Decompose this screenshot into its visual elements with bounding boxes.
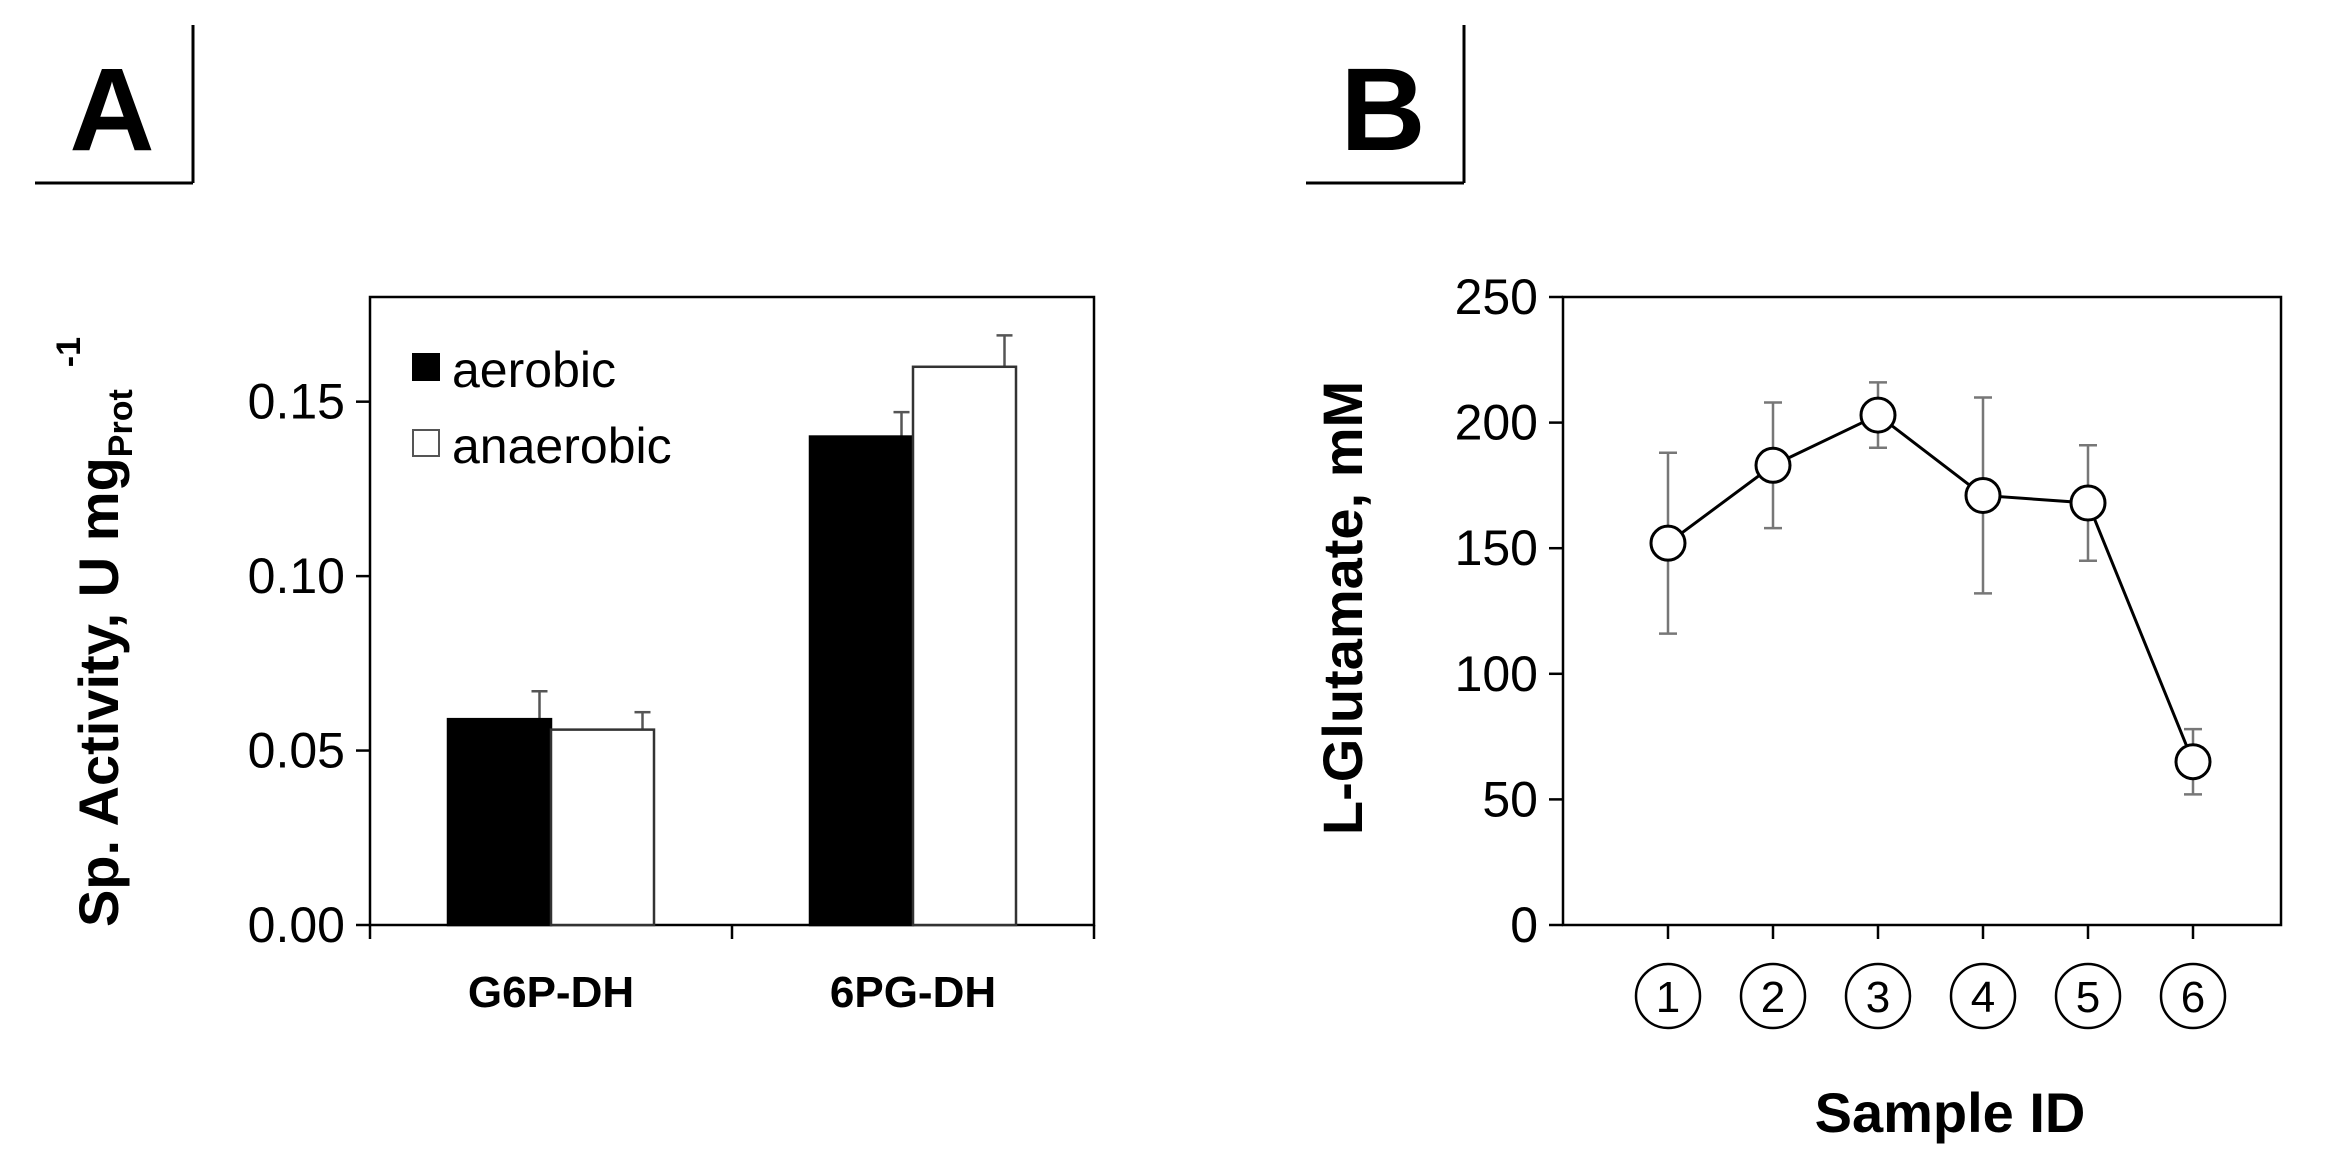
y-axis-a: 0.00 0.05 0.10 0.15	[248, 374, 370, 953]
x-tick-label-b: 4	[1971, 973, 1995, 1022]
x-axis-a: G6P-DH 6PG-DH	[368, 925, 1096, 1017]
y-axis-title-b: L-Glutamate, mM	[1311, 381, 1374, 835]
x-label-circle-b	[1949, 962, 2017, 1030]
legend-label-anaerobic: anaerobic	[452, 418, 672, 474]
series-line-b	[1667, 413, 2195, 763]
y-tick-label-b: 200	[1455, 395, 1538, 451]
y-tick-label-b: 150	[1455, 520, 1538, 576]
x-tick-label-b: 2	[1761, 973, 1785, 1022]
legend-swatch-anaerobic	[412, 429, 440, 457]
y-tick-label-a: 0.10	[248, 548, 345, 604]
series-b	[1649, 381, 2212, 796]
x-label-circle-b	[1634, 962, 1702, 1030]
x-label-circle-b	[1844, 962, 1912, 1030]
data-point-b	[1964, 476, 2002, 514]
x-axis-title-b: Sample ID	[1815, 1081, 2086, 1144]
y-axis-title-a: Sp. Activity, U mgProt -1	[50, 337, 140, 927]
data-point-b	[2069, 484, 2107, 522]
legend-swatch-aerobic	[412, 353, 440, 381]
y-axis-b: 0 50 100 150 200 250	[1455, 269, 1563, 953]
x-tick-label-b: 1	[1656, 973, 1680, 1022]
x-label-circle-b	[2159, 962, 2227, 1030]
data-point-b	[1649, 524, 1687, 562]
data-point-b	[1859, 396, 1897, 434]
bar-aerobic-6PG-DH	[808, 435, 915, 927]
y-tick-label-a: 0.00	[248, 897, 345, 953]
y-axis-title-a-main: Sp. Activity, U mg	[67, 457, 130, 927]
panel-a-label-box: A	[35, 25, 195, 185]
line-chart-panel-b: 0 50 100 150 200 250 1 2 3 4 5 6 L-Glutamate, mM S…	[1311, 269, 2283, 1144]
data-point-b	[1754, 446, 1792, 484]
legend-a: aerobic anaerobic	[412, 342, 672, 474]
y-tick-label-a: 0.05	[248, 723, 345, 779]
plot-frame-b	[1561, 295, 2283, 927]
x-axis-b: 1 2 3 4 5 6	[1634, 925, 2227, 1030]
panel-b-letter: B	[1340, 44, 1425, 176]
x-label-circle-b	[1739, 962, 1807, 1030]
y-tick-label-b: 50	[1482, 771, 1538, 827]
x-category-label-a: G6P-DH	[468, 968, 634, 1017]
y-tick-label-a: 0.15	[248, 374, 345, 430]
y-tick-label-b: 0	[1510, 897, 1538, 953]
x-tick-label-b: 5	[2076, 973, 2100, 1022]
bar-chart-panel-a: 0.00 0.05 0.10 0.15 G6P-DH 6PG-DH aerobic an…	[50, 295, 1096, 1017]
x-tick-label-b: 3	[1866, 973, 1890, 1022]
bar-anaerobic-6PG-DH	[911, 365, 1018, 927]
x-label-circle-b	[2054, 962, 2122, 1030]
bar-aerobic-G6P-DH	[446, 717, 553, 927]
y-axis-title-a-sup: -1	[50, 337, 88, 367]
bar-anaerobic-G6P-DH	[549, 728, 656, 927]
x-tick-label-b: 6	[2181, 973, 2205, 1022]
y-tick-label-b: 100	[1455, 646, 1538, 702]
panel-a-letter: A	[69, 44, 154, 176]
legend-label-aerobic: aerobic	[452, 342, 616, 398]
panel-b-label-box: B	[1306, 25, 1466, 185]
bars-a	[446, 334, 1018, 927]
y-axis-title-a-sub: Prot	[102, 389, 140, 457]
x-category-label-a: 6PG-DH	[830, 968, 996, 1017]
data-point-b	[2174, 743, 2212, 781]
y-tick-label-b: 250	[1455, 269, 1538, 325]
